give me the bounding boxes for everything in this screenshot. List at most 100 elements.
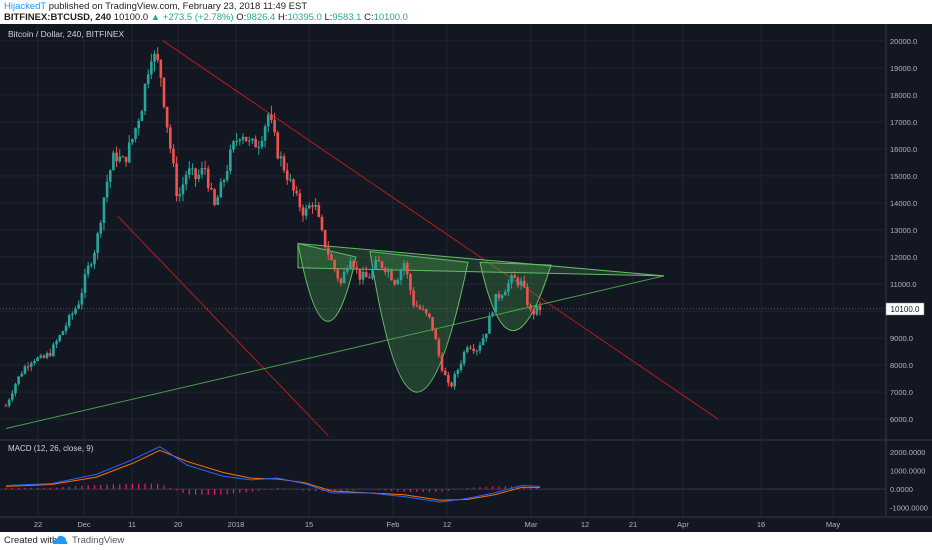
candle-body	[431, 317, 434, 330]
y-tick-label: 6000.0	[890, 415, 913, 424]
last-price-badge-text: 10100.0	[891, 305, 920, 314]
x-tick-label: 12	[443, 520, 451, 529]
candle-body	[333, 260, 336, 270]
candle-body	[251, 138, 254, 141]
macd-line	[5, 446, 541, 503]
candle-body	[383, 268, 387, 273]
candle-body	[355, 267, 359, 269]
candle-body	[462, 351, 466, 364]
candle-body	[90, 264, 93, 266]
candle-body	[418, 306, 422, 309]
candle-body	[102, 197, 106, 223]
last-price-text: 10100.0	[113, 12, 149, 23]
macd-tick-label: 2000.0000	[890, 448, 925, 457]
candle-body	[4, 405, 8, 407]
candle-body	[415, 305, 419, 307]
candle-body	[235, 140, 238, 142]
candle-body	[364, 271, 368, 278]
candle-body	[424, 309, 428, 314]
candle-body	[184, 174, 188, 185]
candle-body	[308, 205, 311, 209]
candle-body	[61, 331, 65, 336]
x-tick-label: 11	[128, 520, 136, 529]
head	[369, 250, 469, 393]
macd-pane	[0, 446, 886, 503]
price-axis[interactable]: 20000.0 19000.0 18000.0 17000.0 16000.0 15000…	[890, 37, 928, 513]
symbol-label: BITFINEX:BTCUSD, 240	[4, 12, 112, 23]
y-tick-label: 12000.0	[890, 253, 917, 262]
candle-body	[194, 168, 197, 180]
candle-body	[257, 146, 261, 148]
candle-body	[7, 399, 11, 406]
candle-body	[491, 312, 494, 316]
high-value: 10395.0	[287, 12, 322, 23]
y-tick-label: 11000.0	[890, 280, 917, 289]
candle-body	[17, 376, 20, 384]
candle-body	[503, 291, 507, 296]
x-tick-label: 2018	[228, 520, 245, 529]
candle-body	[538, 305, 542, 311]
candle-body	[456, 370, 460, 375]
candle-body	[127, 142, 131, 163]
tradingview-logo-icon	[53, 535, 68, 544]
candle-body	[26, 366, 30, 368]
candle-body	[326, 247, 330, 255]
tradingview-brand[interactable]: TradingView	[72, 535, 125, 546]
candle-body	[459, 363, 463, 371]
red-support-line	[117, 216, 329, 436]
candle-body	[86, 265, 90, 275]
candle-body	[412, 290, 415, 306]
created-with-text: Created with	[4, 535, 58, 546]
candle-body	[266, 114, 270, 127]
candle-body	[481, 338, 485, 346]
candle-body	[124, 156, 128, 163]
candle-body	[352, 261, 355, 268]
candle-body	[181, 184, 185, 195]
candle-body	[358, 268, 362, 280]
candle-body	[222, 179, 226, 183]
candle-body	[108, 170, 112, 182]
candle-body	[285, 170, 289, 180]
head-and-shoulders-pattern	[297, 242, 665, 393]
author-link[interactable]: HijackedT	[4, 1, 47, 12]
y-tick-label: 13000.0	[890, 226, 917, 235]
candle-body	[301, 207, 305, 216]
candle-body	[478, 345, 482, 351]
candle-body	[115, 152, 118, 162]
candle-body	[488, 315, 491, 334]
candle-body	[140, 111, 144, 121]
x-tick-label: 15	[305, 520, 313, 529]
price-pane-bg	[0, 24, 886, 438]
candle-body	[402, 263, 406, 271]
candle-body	[532, 309, 535, 315]
y-tick-label: 8000.0	[890, 361, 913, 370]
candle-body	[131, 139, 134, 143]
candle-body	[526, 286, 529, 306]
candle-body	[58, 335, 62, 342]
candle-body	[469, 347, 472, 349]
candle-body	[466, 347, 469, 352]
candle-body	[254, 138, 257, 148]
candle-body	[377, 259, 381, 262]
red-resistance-line	[162, 40, 719, 420]
price-chart[interactable]: 20000.0 19000.0 18000.0 17000.0 16000.0 15000…	[0, 24, 932, 532]
candle-body	[371, 269, 374, 279]
candle-body	[443, 370, 447, 376]
candle-body	[118, 156, 122, 162]
time-axis[interactable]: 22 Dec 11 20 2018 15 Feb 12 Mar 12 21 Apr 16 May	[34, 520, 841, 529]
candle-body	[178, 194, 182, 197]
footer: Created with TradingView	[0, 532, 932, 550]
candle-body	[232, 141, 235, 150]
candle-body	[241, 136, 245, 140]
candle-body	[137, 120, 141, 129]
candle-body	[77, 304, 80, 309]
published-text: published on TradingView.com, February 2…	[48, 1, 308, 12]
candle-body	[36, 357, 39, 361]
candle-body	[112, 152, 115, 171]
candle-body	[156, 53, 159, 60]
candle-body	[45, 353, 49, 358]
candle-body	[484, 333, 488, 339]
x-tick-label: 21	[629, 520, 637, 529]
candle-body	[437, 339, 441, 356]
candle-body	[52, 344, 55, 356]
